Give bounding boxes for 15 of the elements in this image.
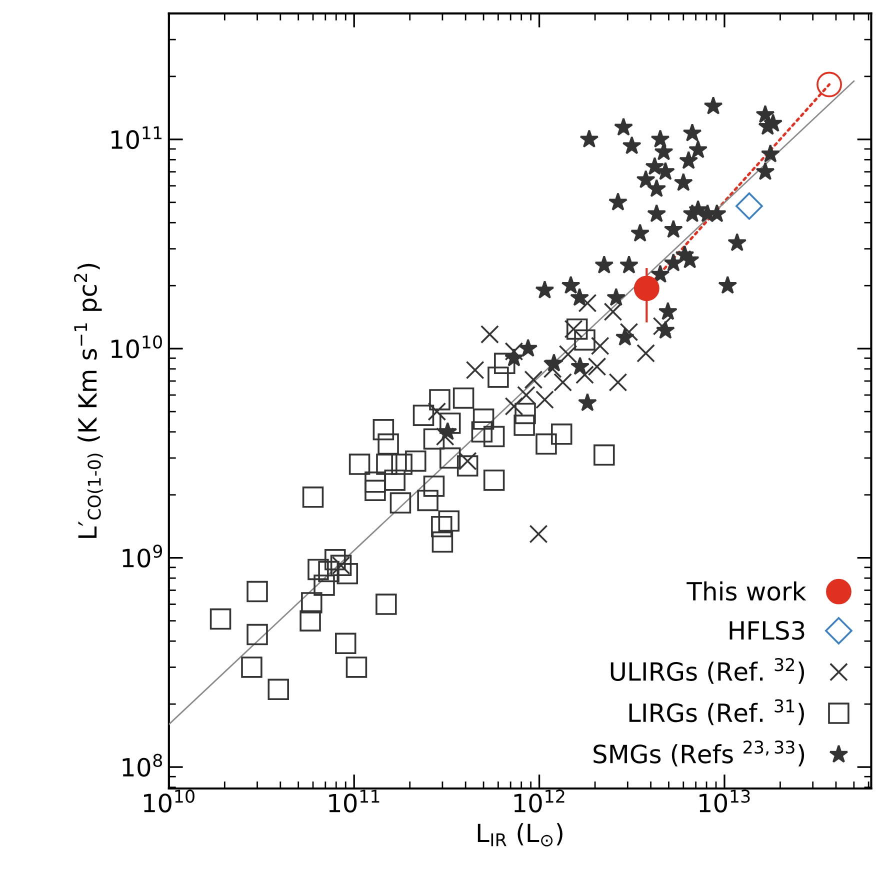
y-tick-label: 10$^{10}$ (112, 335, 162, 358)
y-tick-label: 10$^{11}$ (112, 126, 162, 150)
y-tick-label: 10$^{9}$ (122, 544, 162, 568)
legend-label: SMGs (Refs $^{23,33}$) (594, 740, 804, 766)
x-tick-label: 10$^{13}$ (700, 790, 750, 812)
y-tick-label: 10$^{8}$ (122, 754, 162, 777)
legend-label: HFLS3 (730, 620, 804, 640)
x-tick-label: 10$^{10}$ (144, 790, 194, 812)
x-axis-title: L$_{IR}$ (L$_{⊙}$) (478, 823, 562, 846)
x-tick-label: 10$^{11}$ (329, 790, 380, 813)
legend-label: ULIRGs (Ref. $^{32}$) (610, 658, 804, 684)
legend-label: This work (686, 581, 806, 601)
legend-label: LIRGs (Ref. $^{31}$) (629, 699, 804, 726)
x-tick-label: 10$^{12}$ (514, 790, 564, 812)
y-axis-title: L′$_{CO(1-0)}$ (K Km s$^{−1}$ pc$^{2}$) (74, 264, 103, 538)
